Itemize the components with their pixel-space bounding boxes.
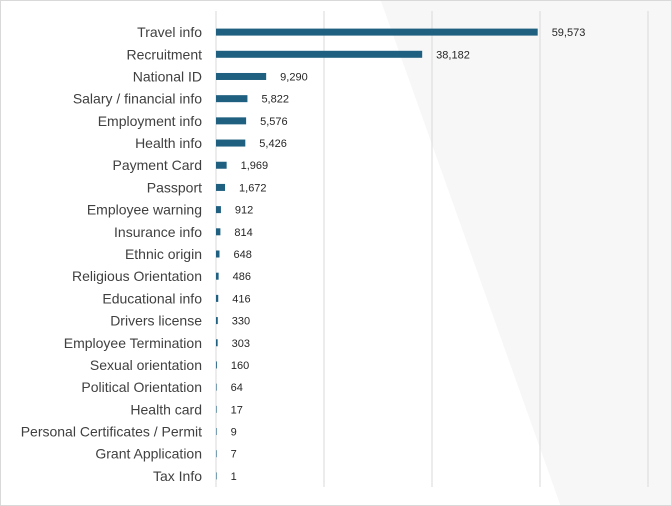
bar xyxy=(216,472,217,480)
category-label: Insurance info xyxy=(114,224,202,240)
bar xyxy=(216,405,217,413)
category-label: Personal Certificates / Permit xyxy=(21,424,202,440)
value-label: 160 xyxy=(231,360,249,372)
value-label: 5,576 xyxy=(260,116,288,128)
value-label: 1 xyxy=(231,471,237,483)
category-label: Recruitment xyxy=(127,46,203,62)
bar xyxy=(216,117,247,125)
category-label: Drivers license xyxy=(110,313,202,329)
value-label: 330 xyxy=(232,316,250,328)
category-label: Payment Card xyxy=(113,157,202,173)
value-label: 1,672 xyxy=(239,182,267,194)
category-label: Grant Application xyxy=(95,446,202,462)
category-label: Political Orientation xyxy=(81,379,202,395)
bar xyxy=(216,339,218,347)
bar xyxy=(216,250,220,258)
bar xyxy=(216,428,217,436)
category-label: Employee warning xyxy=(87,202,202,218)
value-label: 64 xyxy=(231,382,243,394)
value-label: 9 xyxy=(231,427,237,439)
bar xyxy=(216,272,219,280)
category-label: Salary / financial info xyxy=(73,91,202,107)
category-label: Employment info xyxy=(98,113,202,129)
category-label: Tax Info xyxy=(153,468,202,484)
bar xyxy=(216,139,246,147)
value-label: 912 xyxy=(235,205,253,217)
bar xyxy=(216,206,221,214)
value-label: 9,290 xyxy=(280,71,308,83)
bar xyxy=(216,294,219,302)
bar xyxy=(216,383,217,391)
category-label: Health info xyxy=(135,135,202,151)
value-label: 1,969 xyxy=(241,160,269,172)
value-label: 7 xyxy=(231,449,237,461)
value-label: 59,573 xyxy=(552,27,586,39)
value-label: 486 xyxy=(233,271,251,283)
value-label: 38,182 xyxy=(436,49,470,61)
category-label: Religious Orientation xyxy=(72,268,202,284)
category-label: Travel info xyxy=(137,24,202,40)
value-label: 5,822 xyxy=(261,94,289,106)
bars xyxy=(216,28,538,480)
category-labels: Travel info Recruitment National ID Salary … xyxy=(21,24,203,484)
value-label: 814 xyxy=(234,227,252,239)
value-labels: 59,573 38,182 9,290 5,822 5,576 5,426 1,969 1,6… xyxy=(231,27,586,483)
category-label: Sexual orientation xyxy=(90,357,202,373)
value-label: 416 xyxy=(232,293,250,305)
bar xyxy=(216,28,538,36)
value-label: 648 xyxy=(233,249,251,261)
bar xyxy=(216,183,226,191)
bar xyxy=(216,50,423,58)
bar xyxy=(216,450,217,458)
category-label: Passport xyxy=(147,179,202,195)
category-label: Ethnic origin xyxy=(125,246,202,262)
value-label: 17 xyxy=(231,404,243,416)
category-label: Health card xyxy=(130,401,202,417)
bar xyxy=(216,317,218,325)
bar xyxy=(216,95,248,103)
bar xyxy=(216,161,227,169)
bar xyxy=(216,361,217,369)
bar xyxy=(216,72,267,80)
category-label: Employee Termination xyxy=(64,335,202,351)
bar xyxy=(216,228,221,236)
value-label: 303 xyxy=(232,338,250,350)
category-label: Educational info xyxy=(102,290,202,306)
value-label: 5,426 xyxy=(259,138,287,150)
category-label: National ID xyxy=(133,68,202,84)
